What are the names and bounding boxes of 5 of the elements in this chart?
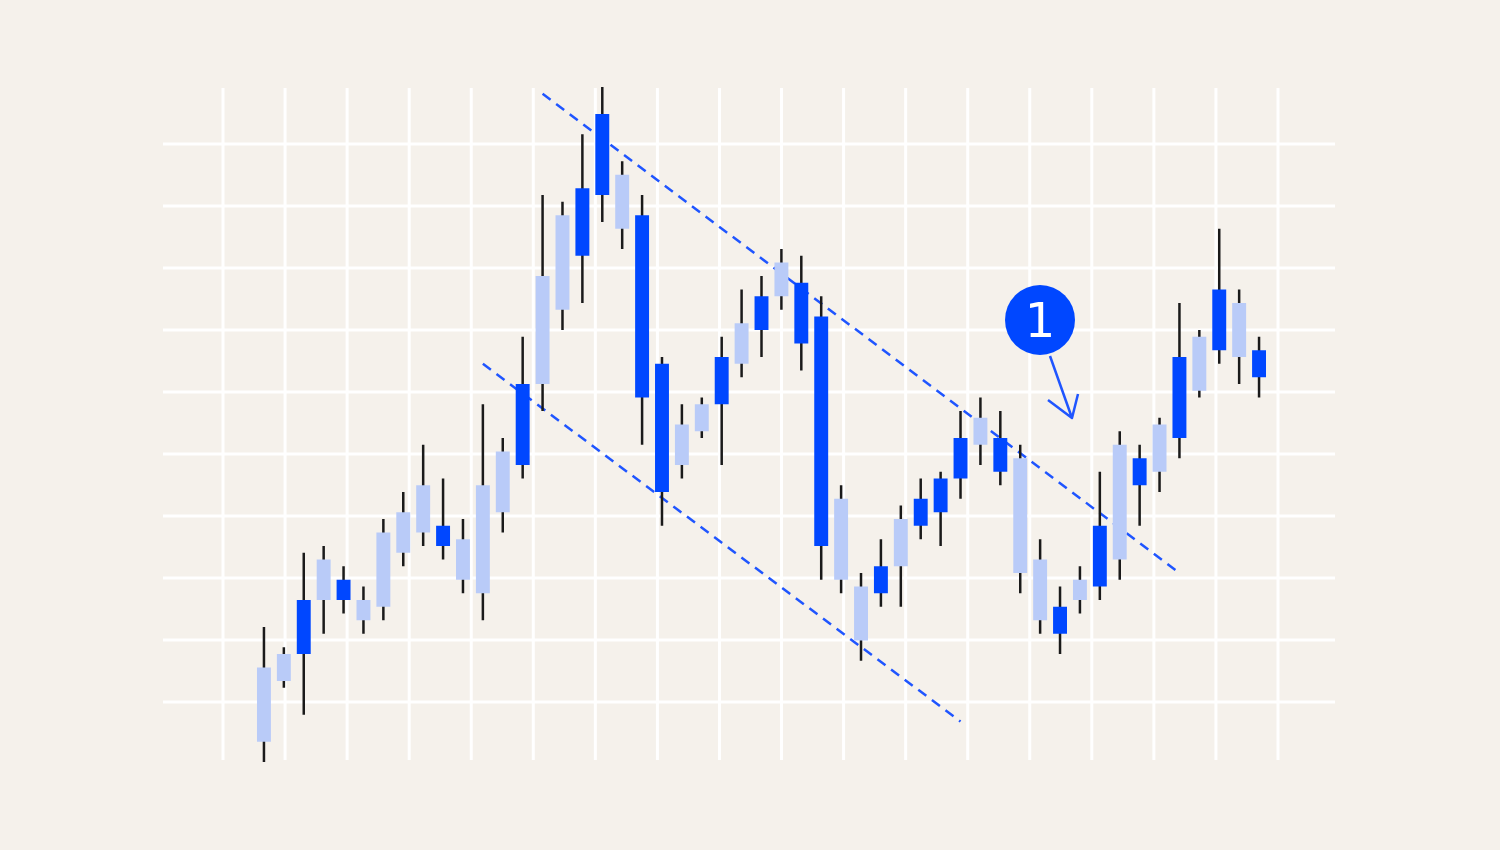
candlestick xyxy=(356,585,371,635)
annotation: 1 xyxy=(1005,285,1075,355)
candlestick xyxy=(336,565,351,615)
candlestick xyxy=(1072,565,1087,615)
candlestick xyxy=(436,477,451,561)
